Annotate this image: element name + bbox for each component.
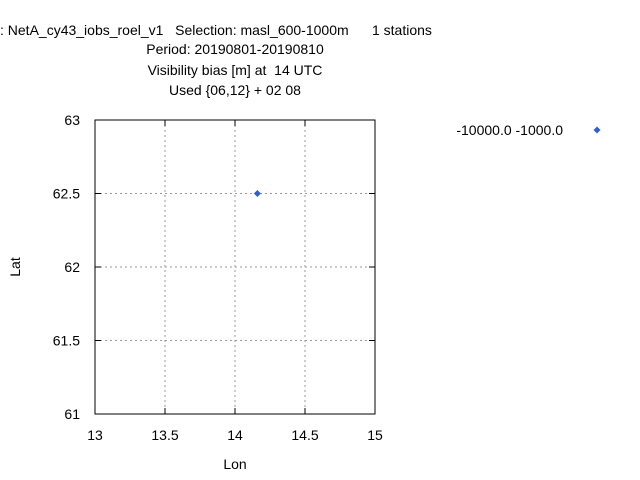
tick-labels: 13 13.5 14 14.5 15 61 61.5 62 62.5 63: [53, 112, 383, 443]
chart-title-line-1: : NetA_cy43_iobs_roel_v1 Selection: masl…: [0, 22, 432, 38]
y-tick-label: 63: [64, 112, 80, 128]
x-axis-label: Lon: [223, 456, 246, 472]
x-tick-label: 13: [87, 427, 103, 443]
data-points: [253, 190, 261, 197]
grid-lines: [95, 120, 375, 414]
chart-title-line-4: Used {06,12} + 02 08: [169, 82, 301, 98]
legend-entry-label: -10000.0 -1000.0: [456, 122, 563, 138]
chart-title-line-3: Visibility bias [m] at 14 UTC: [147, 62, 323, 78]
y-tick-label: 62: [64, 259, 80, 275]
y-tick-label: 61: [64, 406, 80, 422]
legend-marker: [593, 126, 601, 134]
y-tick-label: 61.5: [53, 333, 80, 349]
axis-ticks: [94, 119, 376, 415]
chart-title-line-2: Period: 20190801-20190810: [146, 41, 324, 57]
legend: -10000.0 -1000.0: [456, 122, 601, 138]
x-tick-label: 14: [227, 427, 243, 443]
x-tick-label: 13.5: [151, 427, 178, 443]
y-axis-label: Lat: [7, 257, 23, 277]
y-tick-label: 62.5: [53, 186, 80, 202]
data-point: [253, 190, 261, 197]
x-tick-label: 14.5: [291, 427, 318, 443]
x-tick-label: 15: [367, 427, 383, 443]
